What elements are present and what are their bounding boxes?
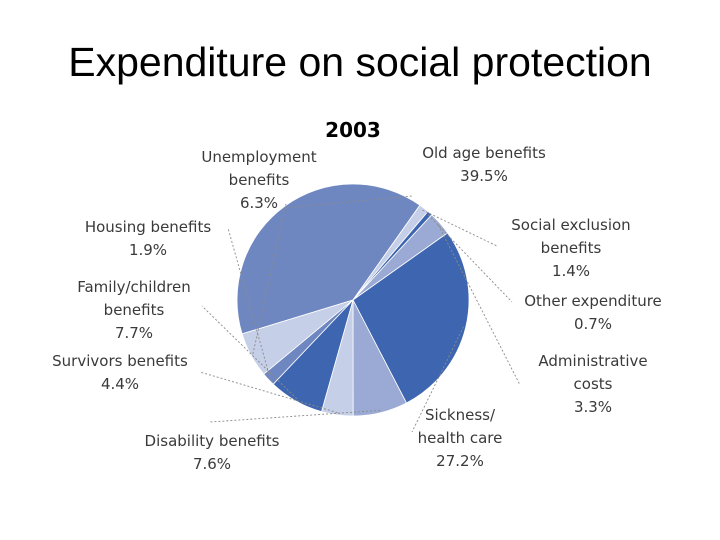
leader-line-disability-benefits xyxy=(209,409,381,423)
slice-label-survivors-benefits: Survivors benefits 4.4% xyxy=(52,352,188,393)
slice-label-sickness-health-care: Sickness/health care 27.2% xyxy=(418,406,503,470)
slice-label-social-exclusion-benefits: Social exclusion benefits 1.4% xyxy=(511,216,630,280)
slice-label-family-children-benefits: Family/children benefits 7.7% xyxy=(77,278,191,342)
slice-label-housing-benefits: Housing benefits 1.9% xyxy=(85,218,212,259)
chart-year-title: 2003 xyxy=(325,118,381,142)
leader-line-social-exclusion-benefits xyxy=(422,209,498,247)
slice-labels: Old age benefits 39.5% Social exclusion ben… xyxy=(52,144,662,473)
slice-label-old-age-benefits: Old age benefits 39.5% xyxy=(422,144,546,185)
leader-line-housing-benefits xyxy=(227,227,271,378)
leader-line-sickness-health-care xyxy=(411,326,464,433)
slice-label-unemployment-benefits: Unemployment benefits 6.3% xyxy=(201,148,316,212)
leader-line-old-age-benefits xyxy=(286,195,413,209)
slice-label-administrative-costs: Administrative costs 3.3% xyxy=(538,352,647,416)
leader-line-unemployment-benefits xyxy=(252,203,287,355)
leader-lines xyxy=(199,195,521,433)
slide-title: Expenditure on social protection xyxy=(68,39,652,85)
leader-line-administrative-costs xyxy=(437,224,521,386)
pie-slice-sickness-health-care xyxy=(352,232,470,404)
pie-slice-unemployment-benefits xyxy=(241,299,354,375)
pie-slice-old-age-benefits xyxy=(236,183,421,335)
pie-slices xyxy=(236,183,470,417)
slice-label-other-expenditure: Other expenditure 0.7% xyxy=(524,292,662,333)
leader-line-other-expenditure xyxy=(427,214,513,303)
slice-label-disability-benefits: Disability benefits 7.6% xyxy=(145,432,280,473)
